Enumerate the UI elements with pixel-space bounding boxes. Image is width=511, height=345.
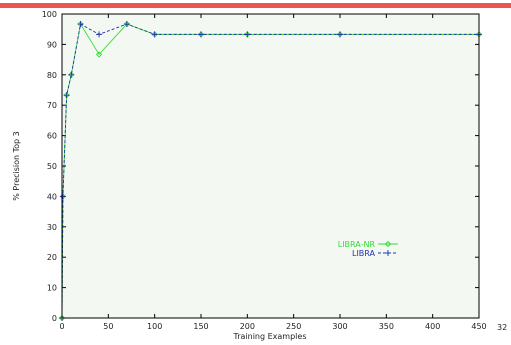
x-tick-label: 150	[193, 322, 208, 331]
y-tick-label: 50	[47, 162, 57, 171]
plot-frame	[61, 13, 480, 319]
data-point-libra	[63, 92, 70, 99]
y-tick-label: 10	[47, 284, 57, 293]
x-tick-label: 300	[332, 322, 347, 331]
y-tick-label: 20	[47, 253, 57, 262]
data-point-libra-nr	[95, 51, 103, 58]
x-tick-label: 0	[59, 322, 64, 331]
data-point-libra	[198, 31, 204, 38]
data-point-libra	[123, 21, 130, 28]
series-line-libra	[61, 23, 479, 319]
x-axis-ticks: 0 50 100 150 200 250 300 350 400 450	[59, 14, 487, 331]
plot-background	[62, 14, 479, 318]
data-point-libra	[244, 31, 251, 38]
x-axis-label: Training Examples	[233, 332, 307, 341]
data-point-libra	[59, 193, 66, 200]
series-libra	[59, 21, 482, 321]
x-tick-label: 250	[286, 322, 301, 331]
legend-marker-point	[384, 240, 392, 248]
y-tick-label: 30	[47, 223, 57, 232]
y-tick-label: 80	[47, 71, 57, 80]
legend-label-libra: LIBRA	[352, 249, 376, 258]
page-number: 32	[497, 323, 508, 332]
y-tick-label: 60	[47, 132, 57, 141]
legend: LIBRA-NR LIBRA	[338, 240, 398, 258]
top-red-rule	[0, 3, 511, 8]
y-tick-label: 70	[47, 101, 57, 110]
legend-marker-libra	[385, 250, 391, 256]
data-point-libra	[151, 31, 158, 38]
data-point-libra	[337, 31, 343, 38]
x-tick-label: 350	[379, 322, 394, 331]
x-tick-label: 400	[425, 322, 440, 331]
legend-label-libra-nr: LIBRA-NR	[338, 240, 376, 249]
y-tick-label: 100	[42, 10, 57, 19]
y-tick-label: 40	[47, 192, 57, 201]
series-layer	[58, 20, 483, 322]
legend-marker-libra-nr	[384, 240, 392, 248]
x-tick-label: 100	[147, 322, 162, 331]
x-tick-label: 200	[240, 322, 255, 331]
x-tick-label: 50	[103, 322, 113, 331]
data-point-libra	[68, 71, 75, 78]
legend-marker-point	[385, 250, 391, 256]
y-axis-label: % Precision Top 3	[12, 131, 21, 201]
data-point-libra	[77, 21, 84, 28]
x-tick-label: 450	[471, 322, 486, 331]
y-tick-label: 0	[52, 314, 57, 323]
y-tick-label: 90	[47, 40, 57, 49]
data-point-libra	[96, 31, 103, 38]
